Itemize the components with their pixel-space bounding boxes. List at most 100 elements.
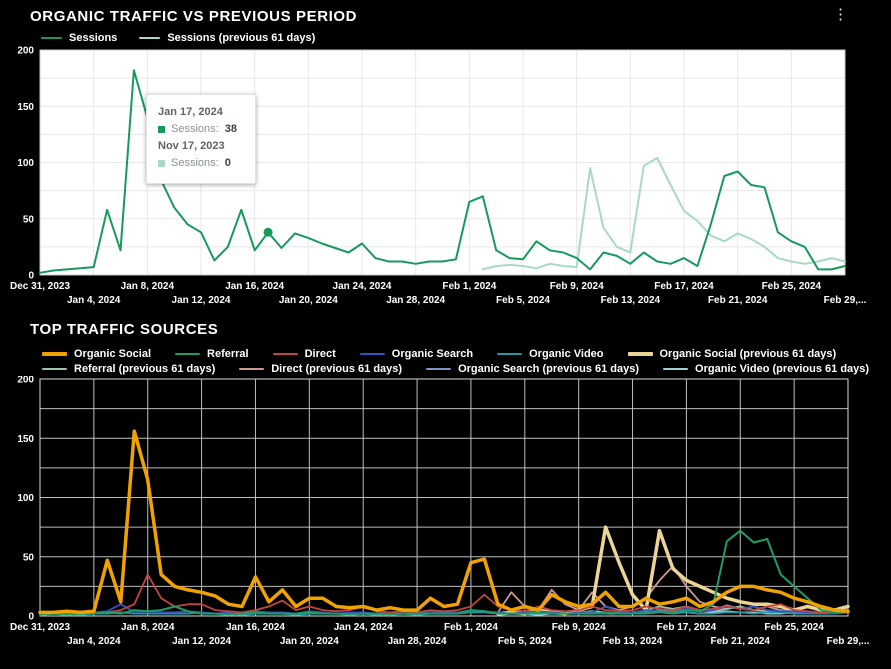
legend-item-organic-social-previous-61-days[interactable]: Organic Social (previous 61 days): [627, 348, 837, 360]
x-axis-label: Jan 24, 2024: [333, 281, 392, 292]
legend-swatch-organic-search-previous-61-days-icon: [426, 368, 452, 370]
legend-item-sessions[interactable]: Sessions: [41, 32, 117, 44]
traffic-sources-chart-area: 0 50 100 150 200 Dec 31, 2023 Jan 8, 2024 Jan 1…: [0, 375, 891, 653]
legend-label: Direct (previous 61 days): [271, 363, 403, 375]
organic-traffic-chart[interactable]: 0 50 100 150 200 Dec 31, 2023 Jan 8, 2024 Jan 1…: [0, 46, 891, 308]
series-swatch-previous: [158, 159, 165, 167]
legend-label: Organic Social (previous 61 days): [659, 348, 837, 360]
y-axis-label: 100: [17, 493, 34, 504]
tooltip: Jan 17, 2024 Sessions: 38 Nov 17, 2023 S…: [146, 94, 256, 184]
traffic-sources-legend-row1: Organic Social Referral Direct Organic Sear…: [42, 348, 891, 360]
series-line-organic-social: [38, 429, 850, 615]
x-axis-label: Feb 1, 2024: [442, 281, 496, 292]
legend-swatch-organic-video-icon: [497, 353, 523, 355]
x-axis-label: Jan 4, 2024: [67, 295, 121, 306]
x-axis-label: Dec 31, 2023: [10, 281, 70, 292]
y-axis-label: 0: [28, 271, 34, 282]
x-axis-label: Jan 20, 2024: [280, 636, 339, 647]
x-axis-label: Jan 24, 2024: [334, 622, 393, 633]
legend-item-sessions-previous-61-days[interactable]: Sessions (previous 61 days): [139, 32, 315, 44]
x-axis-label: Jan 4, 2024: [67, 636, 121, 647]
x-axis-label: Feb 29,...: [827, 636, 870, 647]
x-axis-label: Feb 17, 2024: [657, 622, 717, 633]
legend-label: Referral (previous 61 days): [74, 363, 216, 375]
x-axis-label: Jan 8, 2024: [121, 622, 175, 633]
kebab-menu-icon[interactable]: ⋮: [833, 6, 848, 23]
x-axis-label: Feb 9, 2024: [550, 281, 604, 292]
legend-item-referral[interactable]: Referral: [175, 348, 249, 360]
page-title: ORGANIC TRAFFIC VS PREVIOUS PERIOD: [30, 8, 358, 25]
selected-point-marker[interactable]: [263, 227, 273, 237]
series-swatch-current: [158, 125, 165, 133]
sessions-chart-area: 0 50 100 150 200 Dec 31, 2023 Jan 8, 2024 Jan 1…: [0, 46, 891, 313]
x-axis-label: Feb 5, 2024: [496, 295, 550, 306]
y-axis-label: 150: [17, 434, 34, 445]
x-axis-label: Dec 31, 2023: [10, 622, 70, 633]
legend-item-organic-social[interactable]: Organic Social: [42, 348, 151, 360]
x-axis-label: Feb 5, 2024: [498, 636, 552, 647]
organic-traffic-panel: ORGANIC TRAFFIC VS PREVIOUS PERIOD ⋮ Ses…: [0, 0, 891, 313]
x-axis-label: Feb 17, 2024: [654, 281, 714, 292]
series-line-referral: [39, 529, 849, 616]
legend-item-organic-search[interactable]: Organic Search: [359, 348, 473, 360]
x-axis-label: Jan 20, 2024: [279, 295, 338, 306]
y-axis-label: 50: [23, 214, 35, 225]
top-traffic-sources-panel: TOP TRAFFIC SOURCES Organic Social Referr…: [0, 313, 891, 653]
x-axis-label: Feb 21, 2024: [708, 295, 768, 306]
legend-swatch-organic-video-previous-61-days-icon: [663, 368, 689, 370]
x-axis-label: Feb 21, 2024: [711, 636, 771, 647]
legend-label: Referral: [207, 348, 249, 360]
x-axis-label: Jan 16, 2024: [225, 281, 284, 292]
legend-item-referral-previous-61-days[interactable]: Referral (previous 61 days): [42, 363, 215, 375]
legend-item-direct[interactable]: Direct: [272, 348, 336, 360]
legend-label: Direct: [304, 348, 336, 360]
series-line-sessions-previous-61-days: [481, 157, 846, 271]
legend-swatch-organic-search-icon: [359, 353, 385, 355]
top-traffic-sources-chart[interactable]: 0 50 100 150 200 Dec 31, 2023 Jan 8, 2024 Jan 1…: [0, 375, 891, 648]
legend-swatch-organic-social-icon: [42, 352, 67, 356]
legend-item-direct-previous-61-days[interactable]: Direct (previous 61 days): [239, 363, 402, 375]
x-axis-label: Jan 12, 2024: [172, 636, 231, 647]
series-line-organic-search: [39, 603, 849, 615]
legend-swatch-organic-social-previous-61-days-icon: [627, 352, 653, 356]
tooltip-metric-label: Sessions:: [171, 123, 219, 135]
legend-label: Sessions: [69, 32, 118, 44]
y-axis-label: 100: [17, 158, 34, 169]
tooltip-date-previous: Nov 17, 2023: [158, 140, 225, 152]
y-axis-label: 200: [17, 376, 34, 386]
tooltip-row-current: Sessions: 38: [158, 123, 244, 135]
legend-swatch-referral-icon: [175, 353, 201, 355]
y-axis-label: 200: [17, 46, 34, 57]
legend-item-organic-video-previous-61-days[interactable]: Organic Video (previous 61 days): [663, 363, 869, 375]
x-axis-label: Feb 13, 2024: [603, 636, 663, 647]
legend-label: Organic Social: [74, 348, 152, 360]
sessions-legend: Sessions Sessions (previous 61 days): [41, 32, 891, 44]
x-axis-label: Jan 28, 2024: [388, 636, 447, 647]
legend-swatch-direct-previous-61-days-icon: [239, 368, 265, 370]
tooltip-row-previous: Sessions: 0: [158, 157, 244, 169]
x-axis-label: Feb 13, 2024: [601, 295, 661, 306]
legend-swatch-sessions-previous-61-days-icon: [139, 37, 161, 39]
tooltip-metric-label: Sessions:: [171, 157, 219, 169]
series-line-sessions: [39, 69, 846, 274]
panel-header: ORGANIC TRAFFIC VS PREVIOUS PERIOD ⋮: [0, 0, 891, 25]
x-axis-label: Feb 25, 2024: [762, 281, 822, 292]
y-axis-label: 0: [28, 612, 34, 623]
x-axis-label: Feb 29,...: [824, 295, 867, 306]
x-axis-label: Jan 8, 2024: [121, 281, 175, 292]
x-axis-label: Jan 28, 2024: [386, 295, 445, 306]
page-title: TOP TRAFFIC SOURCES: [30, 321, 219, 338]
legend-swatch-referral-previous-61-days-icon: [42, 368, 67, 370]
x-axis-label: Jan 12, 2024: [172, 295, 231, 306]
legend-label: Sessions (previous 61 days): [167, 32, 316, 44]
legend-label: Organic Video (previous 61 days): [695, 363, 870, 375]
legend-item-organic-search-previous-61-days[interactable]: Organic Search (previous 61 days): [426, 363, 639, 375]
legend-label: Organic Video: [529, 348, 604, 360]
legend-item-organic-video[interactable]: Organic Video: [497, 348, 604, 360]
x-axis-label: Feb 9, 2024: [552, 622, 606, 633]
legend-label: Organic Search (previous 61 days): [458, 363, 640, 375]
tooltip-metric-value: 0: [224, 157, 231, 169]
x-axis-label: Feb 25, 2024: [764, 622, 824, 633]
tooltip-date-current: Jan 17, 2024: [158, 106, 223, 118]
legend-swatch-sessions-icon: [41, 37, 62, 39]
